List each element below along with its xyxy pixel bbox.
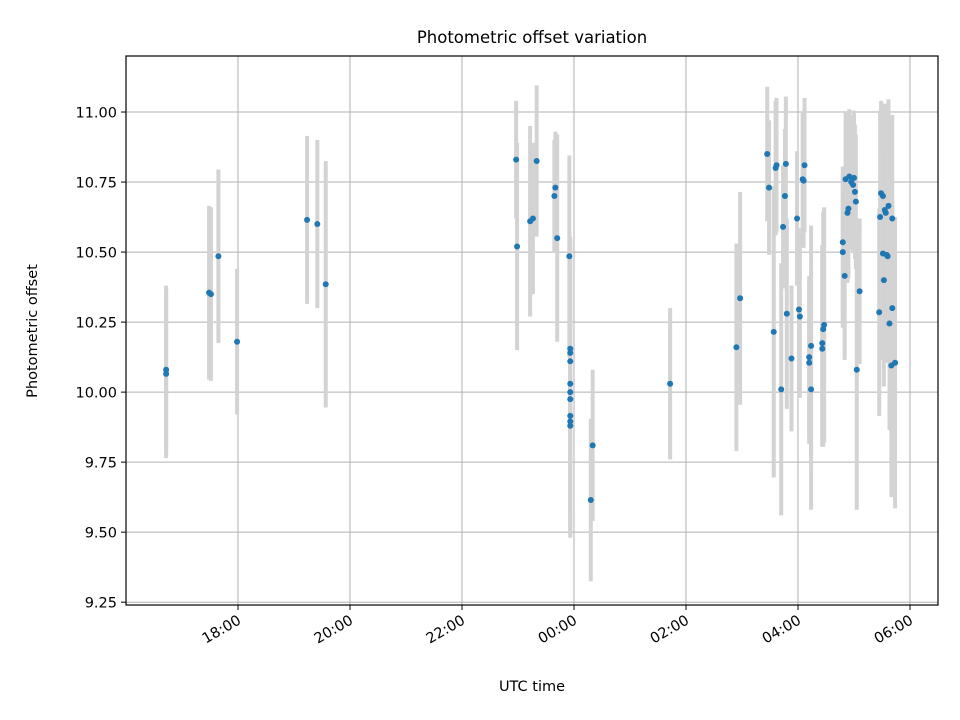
data-point (877, 214, 884, 221)
data-point (567, 358, 574, 365)
data-point (766, 184, 773, 191)
data-point (839, 249, 846, 256)
data-point (314, 221, 321, 228)
data-point (770, 328, 777, 335)
data-point (514, 243, 521, 250)
data-point (737, 295, 744, 302)
data-point (567, 412, 574, 419)
data-point (876, 309, 883, 316)
data-point (783, 310, 790, 317)
data-point (889, 215, 896, 222)
y-tick-label: 10.25 (75, 316, 117, 332)
data-point (513, 156, 520, 163)
data-point (567, 389, 574, 396)
y-tick-label: 9.25 (85, 596, 117, 612)
data-point (733, 344, 740, 351)
data-point (845, 205, 852, 212)
data-point (850, 181, 857, 188)
data-point (533, 158, 540, 165)
data-point (529, 215, 536, 222)
data-point (554, 235, 561, 242)
data-point (880, 277, 887, 284)
data-point (552, 184, 559, 191)
x-axis-label: UTC time (499, 679, 565, 695)
data-point (567, 418, 574, 425)
y-tick-label: 10.75 (75, 176, 117, 192)
data-point (566, 253, 573, 260)
data-point (234, 338, 241, 345)
data-point (778, 386, 785, 393)
point-layer (163, 151, 899, 503)
chart-title: Photometric offset variation (417, 28, 647, 47)
data-point (567, 380, 574, 387)
data-point (841, 272, 848, 279)
data-point (796, 313, 803, 320)
data-point (567, 349, 574, 356)
data-point (808, 342, 815, 349)
data-point (801, 162, 808, 169)
data-point (304, 216, 311, 223)
data-point (800, 177, 807, 184)
data-point (821, 321, 828, 328)
y-tick-label: 10.50 (75, 246, 117, 262)
y-tick-label: 9.75 (85, 456, 117, 472)
y-tick-label: 10.00 (75, 386, 117, 402)
data-point (808, 386, 815, 393)
data-point (567, 396, 574, 403)
data-point (884, 253, 891, 260)
data-point (322, 281, 329, 288)
data-point (819, 340, 826, 347)
data-point (839, 239, 846, 246)
data-point (852, 198, 859, 205)
data-point (207, 291, 214, 298)
data-point (788, 355, 795, 362)
data-point (856, 288, 863, 295)
data-point (892, 359, 899, 366)
data-point (889, 305, 896, 312)
data-point (215, 253, 222, 260)
data-point (879, 193, 886, 200)
data-point (163, 366, 170, 373)
plot-frame (125, 55, 939, 606)
data-point (589, 442, 596, 449)
data-point (795, 306, 802, 313)
y-tick-label: 11.00 (75, 106, 117, 122)
data-point (773, 162, 780, 169)
data-point (551, 193, 558, 200)
data-point (846, 173, 853, 180)
data-point (882, 209, 889, 216)
data-point (780, 223, 787, 230)
data-point (806, 359, 813, 366)
data-point (806, 354, 813, 361)
y-axis-label: Photometric offset (25, 264, 41, 398)
data-point (886, 320, 893, 327)
data-point (782, 160, 789, 167)
data-point (853, 366, 860, 373)
data-point (667, 380, 674, 387)
data-point (851, 174, 857, 181)
data-point (885, 202, 892, 209)
data-point (851, 188, 858, 195)
data-point (794, 215, 801, 222)
data-point (567, 422, 574, 429)
data-point (781, 193, 788, 200)
data-point (819, 345, 826, 352)
data-point (163, 370, 170, 377)
data-point (764, 151, 771, 158)
data-point (587, 496, 594, 503)
y-tick-label: 9.50 (85, 526, 117, 542)
data-point (567, 345, 574, 352)
